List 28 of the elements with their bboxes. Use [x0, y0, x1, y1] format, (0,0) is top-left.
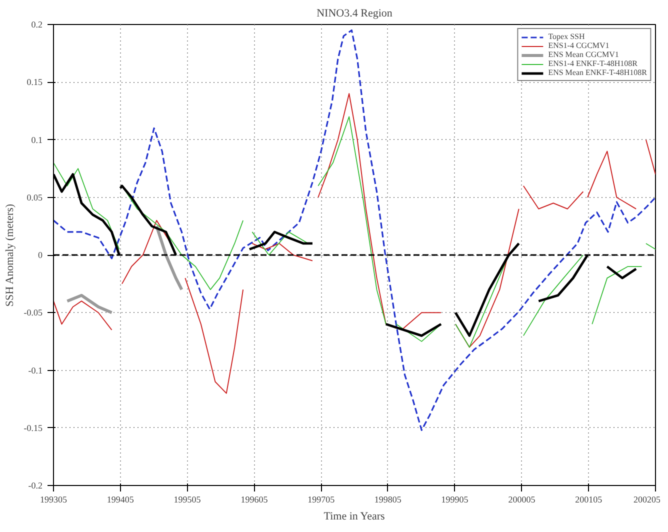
legend-label: ENS1-4 ENKF-T-48H108R	[548, 59, 638, 68]
x-tick-label: 199305	[40, 494, 68, 504]
y-axis-title: SSH Anomaly (meters)	[4, 204, 16, 307]
y-tick-label: 0	[38, 250, 43, 260]
legend-label: ENS1-4 CGCMV1	[548, 41, 610, 50]
y-tick-label: -0.2	[28, 480, 43, 490]
legend-label: ENS Mean ENKF-T-48H108R	[548, 68, 647, 77]
x-tick-label: 200205	[634, 494, 661, 504]
y-tick-label: 0.15	[26, 77, 43, 88]
y-tick-label: 0.1	[31, 134, 42, 145]
x-tick-label: 200105	[575, 494, 603, 504]
legend-label: Topex SSH	[548, 32, 585, 41]
x-tick-label: 199705	[308, 494, 336, 504]
x-tick-label: 199405	[106, 494, 134, 504]
legend-label: ENS Mean CGCMV1	[548, 50, 619, 59]
x-tick-label: 199905	[441, 494, 469, 504]
y-tick-label: 0.2	[31, 20, 42, 30]
chart-title: NINO3.4 Region	[316, 8, 393, 20]
line-series	[54, 29, 656, 431]
y-tick-label: -0.15	[24, 422, 43, 433]
x-tick-label: 199805	[374, 494, 402, 504]
x-tick-label: 199505	[174, 494, 202, 504]
x-axis-title: Time in Years	[324, 510, 385, 522]
x-tick-label: 200005	[508, 494, 536, 504]
x-tick-label: 199605	[240, 494, 268, 504]
y-tick-label: -0.1	[28, 365, 43, 376]
y-tick-label: 0.05	[26, 192, 43, 202]
y-tick-label: -0.05	[24, 308, 43, 318]
